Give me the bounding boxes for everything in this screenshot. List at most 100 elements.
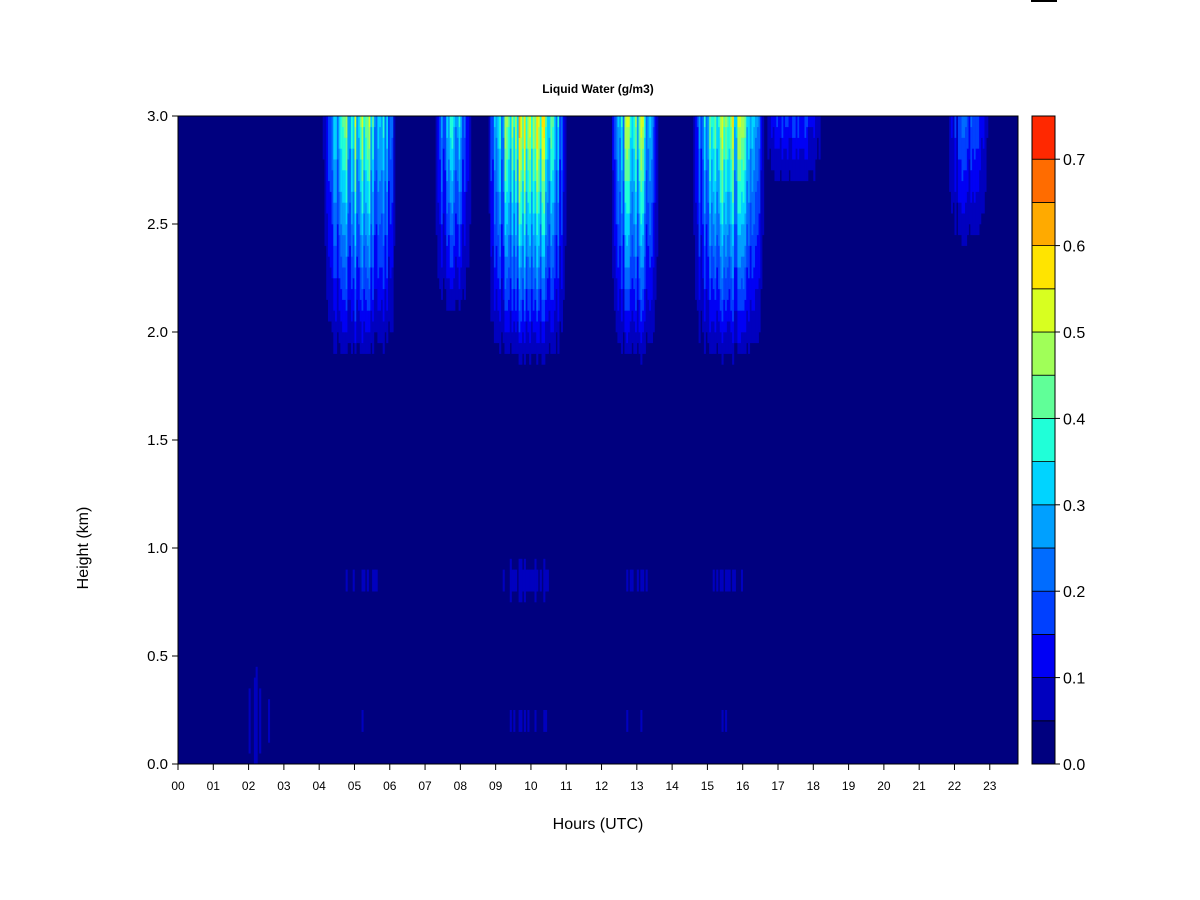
- heatmap-cell: [511, 202, 514, 236]
- heatmap-cell: [712, 116, 715, 149]
- heatmap-cell: [656, 116, 659, 257]
- heatmap-cell: [386, 191, 389, 236]
- colorbar-band: [1031, 590, 1056, 635]
- heatmap-cell: [520, 299, 523, 322]
- heatmap-cell: [518, 310, 521, 333]
- y-axis-label: Height (km): [75, 507, 92, 590]
- heatmap-cell: [361, 288, 364, 311]
- heatmap-cell: [645, 569, 648, 592]
- heatmap-cell: [350, 116, 353, 149]
- heatmap-cell: [333, 116, 336, 160]
- heatmap-cell: [550, 116, 553, 149]
- heatmap-cell: [366, 116, 369, 160]
- heatmap-cell: [529, 569, 532, 592]
- heatmap-cell: [393, 116, 396, 246]
- heatmap-cell: [509, 234, 512, 279]
- heatmap-cell: [350, 224, 353, 257]
- heatmap-cell: [774, 148, 777, 182]
- heatmap-cell: [373, 116, 376, 128]
- heatmap-cell: [354, 245, 357, 268]
- heatmap-cell: [493, 126, 496, 171]
- heatmap-cell: [350, 256, 353, 290]
- heatmap-cell: [628, 148, 631, 182]
- heatmap-cell: [739, 159, 742, 182]
- x-tick-label: 08: [454, 779, 468, 793]
- heatmap-cell: [253, 677, 256, 765]
- heatmap-cell: [726, 299, 729, 322]
- heatmap-cell: [721, 224, 724, 246]
- heatmap-cell: [513, 116, 516, 128]
- heatmap-cell: [629, 137, 632, 182]
- heatmap-cell: [557, 278, 560, 322]
- heatmap-cell: [356, 256, 359, 300]
- heatmap-cell: [331, 116, 334, 171]
- heatmap-cell: [453, 278, 456, 311]
- heatmap-cell: [619, 116, 622, 138]
- heatmap-cell: [550, 213, 553, 246]
- heatmap-cell: [529, 213, 532, 246]
- heatmap-cell: [516, 159, 519, 203]
- heatmap-cell: [448, 159, 451, 203]
- heatmap-cell: [356, 299, 359, 344]
- heatmap-cell: [703, 321, 706, 354]
- heatmap-cell: [365, 137, 368, 171]
- x-axis-label: Hours (UTC): [553, 816, 644, 833]
- heatmap-cell: [742, 116, 745, 138]
- heatmap-cell: [972, 191, 975, 236]
- heatmap-cell: [751, 148, 754, 192]
- heatmap-cell: [495, 116, 498, 138]
- heatmap-cell: [520, 342, 523, 365]
- heatmap-cell: [455, 213, 458, 257]
- heatmap-cell: [710, 159, 713, 203]
- heatmap-cell: [522, 569, 525, 592]
- heatmap-cell: [624, 288, 627, 311]
- heatmap-cell: [954, 137, 957, 192]
- heatmap-cell: [343, 202, 346, 236]
- heatmap-cell: [515, 148, 518, 182]
- heatmap-cell: [518, 332, 521, 344]
- heatmap-cell: [961, 180, 964, 214]
- x-tick-label: 17: [771, 779, 785, 793]
- heatmap-cell: [963, 213, 966, 246]
- heatmap-cell: [725, 310, 728, 333]
- heatmap-cell: [499, 191, 502, 225]
- heatmap-cell: [643, 180, 646, 214]
- heatmap-cell: [703, 116, 706, 128]
- heatmap-cell: [539, 116, 542, 149]
- heatmap-cell: [815, 116, 818, 160]
- heatmap-cell: [620, 116, 623, 128]
- heatmap-cell: [504, 234, 507, 257]
- y-tick-label: 0.5: [147, 648, 168, 665]
- heatmap-cell: [748, 159, 751, 203]
- heatmap-cell: [460, 137, 463, 192]
- heatmap-cell: [338, 148, 341, 192]
- heatmap-cell: [746, 116, 749, 128]
- heatmap-cell: [742, 224, 745, 257]
- heatmap-cell: [448, 116, 451, 160]
- heatmap-cell: [721, 299, 724, 322]
- colorbar-band: [1031, 504, 1056, 549]
- heatmap-cell: [626, 213, 629, 246]
- heatmap-cell: [808, 126, 811, 171]
- heatmap-cell: [373, 234, 376, 290]
- heatmap-cell: [513, 569, 516, 592]
- heatmap-cell: [973, 159, 976, 203]
- heatmap-cell: [970, 170, 973, 203]
- heatmap-cell: [335, 321, 338, 354]
- heatmap-cell: [455, 170, 458, 214]
- heatmap-cell: [635, 332, 638, 354]
- heatmap-cell: [735, 224, 738, 268]
- heatmap-cell: [382, 245, 385, 290]
- heatmap-cell: [795, 148, 798, 182]
- heatmap-cell: [709, 332, 712, 354]
- heatmap-cell: [331, 170, 334, 225]
- heatmap-cell: [958, 202, 961, 236]
- heatmap-cell: [370, 267, 373, 311]
- heatmap-cell: [647, 148, 650, 203]
- heatmap-cell: [361, 234, 364, 268]
- heatmap-cell: [642, 234, 645, 268]
- heatmap-cell: [982, 116, 985, 149]
- heatmap-cell: [354, 288, 357, 322]
- heatmap-cell: [975, 116, 978, 149]
- heatmap-cell: [628, 267, 631, 290]
